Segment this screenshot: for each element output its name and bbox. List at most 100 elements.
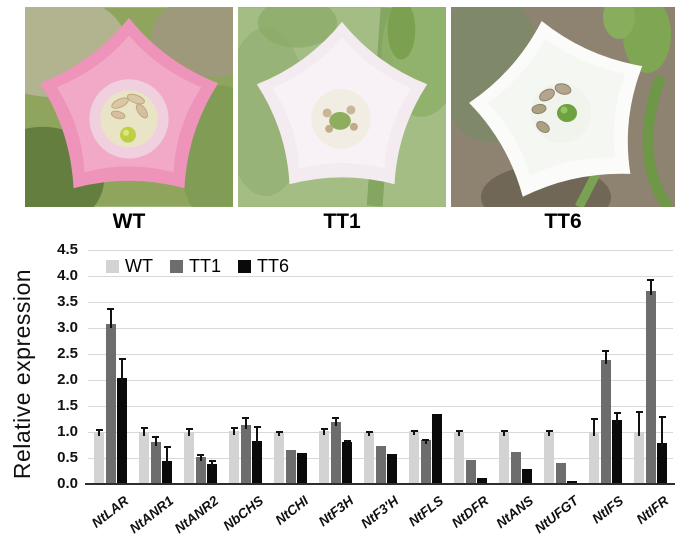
bar-WT-NtFLS xyxy=(409,431,419,484)
legend-item-WT: WT xyxy=(106,256,153,277)
x-label-NtCHI: NtCHI xyxy=(271,493,311,528)
error-cap-TT1-NbCHS xyxy=(242,416,249,419)
error-cap-WT-NtANR1 xyxy=(140,427,148,430)
error-bar-WT-NtUFGT xyxy=(548,430,550,436)
error-cap-WT-NtUFGT xyxy=(545,430,553,433)
bar-TT1-NtANS xyxy=(510,451,521,484)
bar-TT6-NtLAR xyxy=(117,378,127,484)
gridline-4.5 xyxy=(88,250,673,251)
bar-WT-NtF3H xyxy=(319,430,329,484)
y-tick-4.0: 4.0 xyxy=(57,267,78,284)
bar-TT6-NtANR2 xyxy=(207,464,217,484)
photo-captions: WT TT1 TT6 xyxy=(25,210,675,234)
error-bar-WT-NtF3H xyxy=(323,427,325,435)
x-label-NtIFS: NtIFS xyxy=(588,493,626,527)
gridline-3.0 xyxy=(88,328,673,329)
bar-TT6-NtANR1 xyxy=(162,460,172,484)
x-label-NtUFGT: NtUFGT xyxy=(531,493,581,537)
error-cap-TT1-NtANR2 xyxy=(197,454,204,457)
legend-label-WT: WT xyxy=(125,256,153,276)
error-bar-TT1-NtIFS xyxy=(604,350,607,365)
y-tick-2.0: 2.0 xyxy=(57,371,78,388)
error-cap-WT-NtANR2 xyxy=(185,428,193,431)
expression-chart: Relative expression 0.0 0.5 1.0 1.5 2.0 2.5 3.… xyxy=(0,240,679,547)
bar-TT1-NtUFGT xyxy=(555,463,566,484)
legend-swatch-TT6 xyxy=(238,260,251,273)
bar-TT6-NbCHS xyxy=(252,440,262,484)
bar-WT-NtANR1 xyxy=(139,432,149,484)
error-cap-TT6-NtIFS xyxy=(613,411,621,414)
error-cap-WT-NtANS xyxy=(500,430,508,433)
gridline-1.0 xyxy=(88,432,673,433)
bar-TT1-NtF3H xyxy=(330,422,341,484)
wt-flower-image xyxy=(25,7,233,207)
error-bar-TT6-NtF3H xyxy=(346,439,348,447)
error-bar-TT6-NtLAR xyxy=(121,358,123,383)
flower-photo-strip xyxy=(25,7,675,207)
error-cap-WT-NtIFR xyxy=(635,411,643,414)
error-cap-WT-NtLAR xyxy=(95,428,103,431)
x-label-NtIFR: NtIFR xyxy=(633,493,671,527)
bar-TT6-NtDFR xyxy=(477,477,487,484)
x-label-NtANR1: NtANR1 xyxy=(126,493,176,537)
error-bar-TT6-NtIFS xyxy=(616,411,618,424)
bar-TT1-NtDFR xyxy=(465,460,476,484)
bar-WT-NtANR2 xyxy=(184,432,194,484)
x-label-NbCHS: NbCHS xyxy=(219,493,266,534)
y-tick-2.5: 2.5 xyxy=(57,345,78,362)
bar-WT-NbCHS xyxy=(229,430,239,484)
x-label-NtANS: NtANS xyxy=(492,493,536,532)
bar-WT-NtCHI xyxy=(274,432,284,484)
error-bar-WT-NtCHI xyxy=(278,430,280,436)
x-label-NtF3H: NtF3H xyxy=(315,493,356,530)
error-bar-WT-NtDFR xyxy=(458,430,460,436)
plot-area: WT TT1 TT6 xyxy=(85,250,675,485)
gridline-3.5 xyxy=(88,302,673,303)
x-label-NtDFR: NtDFR xyxy=(448,493,491,531)
error-bar-TT6-NtANR1 xyxy=(166,446,168,465)
bar-TT6-NtF3'H xyxy=(387,453,397,484)
error-bar-WT-NtANR2 xyxy=(188,428,190,436)
legend-swatch-WT xyxy=(106,260,119,273)
bar-TT1-NtIFS xyxy=(600,360,611,484)
error-cap-WT-NbCHS xyxy=(230,426,238,429)
error-bar-TT1-NtANR1 xyxy=(154,435,157,447)
x-axis-line xyxy=(85,483,675,485)
bar-TT1-NtIFR xyxy=(645,290,656,484)
gridline-4.0 xyxy=(88,276,673,277)
error-bar-TT1-NtLAR xyxy=(109,308,112,328)
legend-label-TT6: TT6 xyxy=(257,256,290,276)
error-bar-TT1-NtANR2 xyxy=(199,454,202,461)
bar-WT-NtF3'H xyxy=(364,432,374,484)
photo-caption-tt1: TT1 xyxy=(323,210,361,233)
tt6-flower-image xyxy=(451,7,675,207)
error-cap-TT6-NtIFR xyxy=(658,416,666,419)
y-tick-3.0: 3.0 xyxy=(57,319,78,336)
bar-WT-NtIFR xyxy=(634,432,644,484)
bar-WT-NtUFGT xyxy=(544,432,554,484)
error-bar-TT1-NbCHS xyxy=(244,416,247,430)
error-bar-TT6-NbCHS xyxy=(256,425,258,445)
gridline-2.0 xyxy=(88,380,673,381)
error-bar-TT6-NtANR2 xyxy=(211,460,213,469)
bar-WT-NtDFR xyxy=(454,432,464,484)
error-bar-TT1-NtF3H xyxy=(334,417,337,427)
x-label-NtANR2: NtANR2 xyxy=(171,493,221,537)
error-cap-TT6-NtANR2 xyxy=(208,460,216,463)
error-bar-WT-NtANS xyxy=(503,430,505,436)
bar-TT1-NtCHI xyxy=(285,449,296,484)
bar-WT-NtLAR xyxy=(94,432,104,484)
photo-caption-wt: WT xyxy=(112,210,146,233)
error-bar-TT1-NtFLS xyxy=(424,439,427,445)
bar-TT1-NtLAR xyxy=(105,323,116,484)
error-cap-TT1-NtANR1 xyxy=(152,435,159,438)
x-label-NtFLS: NtFLS xyxy=(405,493,446,530)
gridline-1.5 xyxy=(88,406,673,407)
x-label-NtLAR: NtLAR xyxy=(88,493,131,531)
legend-item-TT1: TT1 xyxy=(169,256,221,277)
error-bar-WT-NbCHS xyxy=(233,426,235,435)
error-cap-WT-NtCHI xyxy=(275,430,283,433)
error-bar-WT-NtIFR xyxy=(638,411,640,436)
error-bar-WT-NtLAR xyxy=(98,428,100,436)
